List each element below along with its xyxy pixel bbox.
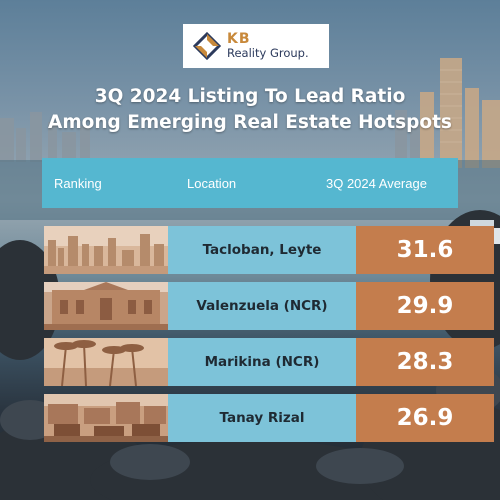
header-ranking: Ranking bbox=[54, 175, 102, 191]
palm-trees-photo bbox=[44, 338, 168, 386]
city-skyline-photo bbox=[44, 226, 168, 274]
brand-logo: KB Reality Group. bbox=[183, 24, 329, 68]
table-row: Marikina (NCR) 28.3 bbox=[44, 338, 494, 386]
value-cell: 26.9 bbox=[356, 394, 494, 442]
header-location: Location bbox=[187, 175, 237, 191]
location-cell: Valenzuela (NCR) bbox=[168, 282, 356, 330]
location-cell: Tacloban, Leyte bbox=[168, 226, 356, 274]
value-cell: 28.3 bbox=[356, 338, 494, 386]
location-cell: Marikina (NCR) bbox=[168, 338, 356, 386]
table-row: Valenzuela (NCR) 29.9 bbox=[44, 282, 494, 330]
table-row: Tanay Rizal 26.9 bbox=[44, 394, 494, 442]
diamond-logo-icon bbox=[193, 32, 221, 60]
title-line-2: Among Emerging Real Estate Hotspots bbox=[48, 112, 452, 133]
header-average: 3Q 2024 Average bbox=[326, 175, 427, 191]
brand-name: KB bbox=[227, 31, 251, 48]
page-title: 3Q 2024 Listing To Lead Ratio Among Emer… bbox=[0, 84, 500, 136]
location-cell: Tanay Rizal bbox=[168, 394, 356, 442]
table-header: Ranking Location 3Q 2024 Average bbox=[42, 158, 458, 208]
street-market-photo bbox=[44, 394, 168, 442]
brand-tagline: Reality Group. bbox=[227, 46, 309, 61]
title-line-1: 3Q 2024 Listing To Lead Ratio bbox=[94, 86, 406, 107]
value-cell: 31.6 bbox=[356, 226, 494, 274]
table-row: Tacloban, Leyte 31.6 bbox=[44, 226, 494, 274]
value-cell: 29.9 bbox=[356, 282, 494, 330]
historic-building-photo bbox=[44, 282, 168, 330]
